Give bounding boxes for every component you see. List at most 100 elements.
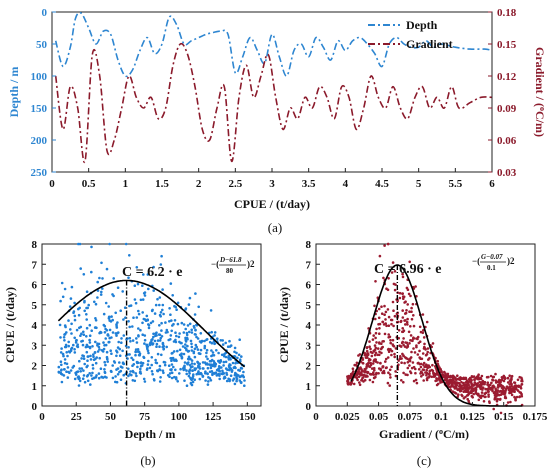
panel-c-point <box>516 378 520 382</box>
panel-c-point <box>393 355 397 359</box>
panel-c-point <box>508 391 511 395</box>
panel-b-point <box>72 311 75 315</box>
panel-b-point <box>169 313 172 317</box>
panel-c-point <box>390 322 393 326</box>
panel-b-point <box>205 338 208 342</box>
panel-b-point <box>115 354 118 358</box>
panel-c-point <box>384 360 387 363</box>
panel-b-point <box>65 351 68 354</box>
panel-a-ylabel-right-sup: o <box>539 107 548 111</box>
panel-b-point <box>159 315 162 318</box>
panel-a-x-tick-label: 3 <box>269 178 275 190</box>
panel-c-point <box>502 386 506 389</box>
panel-b-point <box>60 369 63 372</box>
panel-c-point <box>375 371 378 375</box>
panel-b-point <box>116 346 120 349</box>
panel-b-point <box>122 373 125 377</box>
panel-b-point <box>176 322 180 326</box>
panel-b-point <box>63 287 67 291</box>
panel-b-point <box>77 384 81 387</box>
panel-c-equation: C = 6.96 · e −( G−0.07 0.1 )2 <box>374 253 515 277</box>
panel-c-point <box>357 375 361 379</box>
panel-c-point <box>414 367 417 371</box>
panel-b-fit <box>57 279 246 406</box>
panel-c-point <box>508 385 512 389</box>
panel-b-point <box>82 273 86 276</box>
panel-b-point <box>218 377 221 381</box>
panel-b-point <box>161 303 165 307</box>
panel-c-x-tick-label: 0 <box>313 411 319 423</box>
panel-b-point <box>86 379 90 383</box>
panel-b-point <box>91 363 95 367</box>
panel-b-point <box>119 369 123 373</box>
panel-c-point <box>372 371 375 374</box>
panel-b-point <box>90 245 93 249</box>
panel-b-point <box>162 348 165 351</box>
panel-b-point <box>93 376 96 380</box>
panel-c-point <box>361 373 364 377</box>
panel-b-point <box>174 376 178 379</box>
panel-b-point <box>163 361 167 364</box>
panel-b-point <box>87 355 90 358</box>
panel-c-point <box>378 350 381 354</box>
panel-b-point <box>97 342 101 346</box>
panel-b-point <box>194 343 198 347</box>
panel-b-point <box>85 313 88 316</box>
panel-b-point <box>129 370 132 373</box>
panel-b-point <box>143 338 147 342</box>
panel-b-point <box>169 368 172 372</box>
panel-b-point <box>173 375 176 379</box>
panel-a-y-right-ticks: 0.03 0.06 0.09 0.12 0.15 0.18 <box>488 7 517 179</box>
panel-c-point <box>391 338 395 342</box>
panel-b-point <box>180 356 184 360</box>
panel-c-point <box>465 394 469 397</box>
panel-c-point <box>374 336 377 340</box>
panel-b-point <box>218 374 221 377</box>
panel-b-x-tick-label: 100 <box>171 411 188 423</box>
panel-b-point <box>85 375 89 378</box>
panel-c-point <box>473 378 476 382</box>
panel-c-point <box>373 358 377 361</box>
panel-b-point <box>178 348 182 352</box>
panel-c-point <box>406 317 409 321</box>
panel-b-point <box>224 360 228 364</box>
panel-c-point <box>415 344 418 347</box>
panel-c-point <box>363 378 367 382</box>
panel-b-point <box>188 330 191 334</box>
panel-b-point <box>197 305 200 309</box>
panel-c-point <box>379 368 383 372</box>
panel-b-point <box>185 369 188 372</box>
panel-b-point <box>127 367 130 371</box>
panel-b-point <box>85 326 89 330</box>
panel-b-point <box>116 367 120 370</box>
panel-b-point <box>114 332 118 335</box>
panel-b-point <box>69 369 73 372</box>
panel-c-xlabel: Gradient / (oC/m) <box>379 427 469 442</box>
panel-b-point <box>203 361 207 364</box>
panel-c-point <box>405 320 409 324</box>
panel-b-point <box>105 267 109 271</box>
panel-b-point <box>64 345 68 349</box>
panel-b-point <box>169 282 173 285</box>
panel-c-point <box>414 371 417 375</box>
panel-b-point <box>218 369 221 373</box>
panel-c-point <box>408 260 412 264</box>
panel-b-point <box>96 350 100 353</box>
panel-c-point <box>373 353 377 357</box>
panel-c-point <box>358 353 362 356</box>
panel-b-point <box>93 300 96 304</box>
panel-b-point <box>169 357 172 360</box>
panel-b-point <box>107 316 111 319</box>
depth-series-line <box>54 11 493 78</box>
panel-b-point <box>136 282 140 286</box>
panel-a-legend: Depth Gradient <box>368 18 453 51</box>
panel-b-point <box>203 339 206 343</box>
panel-b-point <box>137 335 140 338</box>
panel-c-point <box>427 372 431 376</box>
panel-c-point <box>401 295 405 298</box>
panel-c-point <box>375 327 378 331</box>
panel-b-point <box>180 352 183 356</box>
panel-b-point <box>154 361 158 364</box>
panel-b-point <box>85 335 88 338</box>
panel-b-x-tick-label: 125 <box>205 411 222 423</box>
